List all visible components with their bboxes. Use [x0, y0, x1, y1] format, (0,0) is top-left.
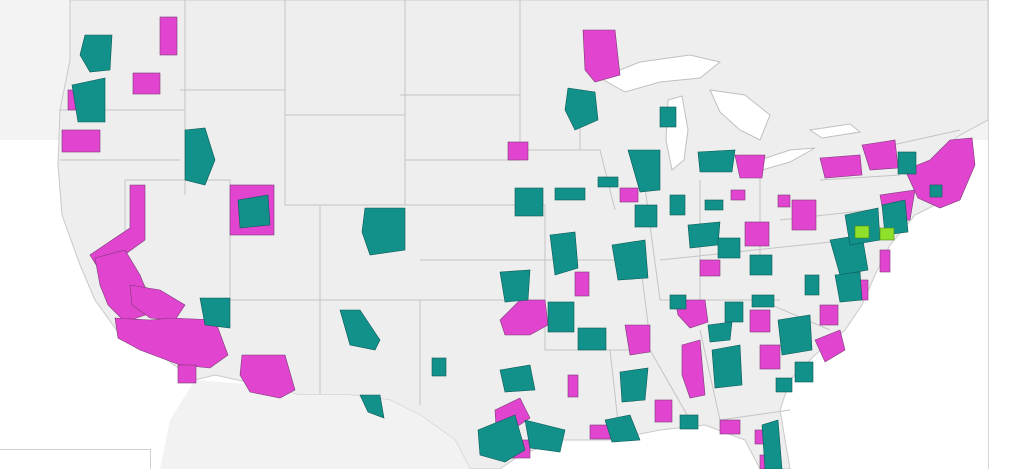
region-c[interactable] — [879, 227, 895, 241]
region-b[interactable] — [499, 269, 531, 303]
region-b[interactable] — [577, 327, 607, 351]
region-b[interactable] — [597, 176, 619, 188]
region-b[interactable] — [679, 414, 699, 430]
region-b[interactable] — [619, 367, 649, 403]
region-a[interactable] — [749, 309, 771, 333]
region-a[interactable] — [574, 271, 590, 297]
lake-huron — [709, 89, 771, 141]
region-b[interactable] — [687, 221, 721, 249]
region-a[interactable] — [567, 374, 579, 398]
region-a[interactable] — [239, 354, 296, 399]
region-b[interactable] — [659, 106, 677, 128]
region-a[interactable] — [819, 154, 863, 179]
region-b[interactable] — [627, 149, 661, 193]
region-b[interactable] — [634, 204, 658, 228]
region-b[interactable] — [71, 77, 106, 123]
region-a[interactable] — [624, 324, 651, 356]
region-a[interactable] — [619, 187, 639, 203]
region-b[interactable] — [184, 127, 216, 186]
region-b[interactable] — [777, 314, 813, 356]
region-b[interactable] — [554, 187, 586, 201]
region-b[interactable] — [549, 231, 579, 276]
region-a[interactable] — [904, 137, 976, 209]
region-a[interactable] — [114, 317, 229, 369]
region-b[interactable] — [524, 419, 566, 453]
region-b[interactable] — [499, 364, 536, 393]
region-b[interactable] — [611, 239, 649, 281]
region-a[interactable] — [730, 189, 746, 201]
region-b[interactable] — [717, 237, 741, 259]
region-b[interactable] — [834, 271, 863, 303]
region-b[interactable] — [431, 357, 447, 377]
region-b[interactable] — [604, 414, 641, 443]
region-b[interactable] — [749, 254, 773, 276]
region-b[interactable] — [669, 194, 686, 216]
region-a[interactable] — [582, 29, 621, 83]
region-group-b — [71, 34, 943, 469]
region-c[interactable] — [854, 225, 870, 239]
legend-box — [0, 449, 151, 469]
region-b[interactable] — [761, 419, 783, 469]
map-edge-background — [989, 0, 1024, 469]
region-b[interactable] — [929, 184, 943, 198]
mexico-land — [160, 380, 470, 469]
region-b[interactable] — [724, 301, 744, 323]
region-b[interactable] — [199, 297, 231, 329]
region-b[interactable] — [711, 344, 743, 389]
region-a[interactable] — [61, 129, 101, 153]
region-b[interactable] — [707, 321, 733, 343]
lake-ontario — [808, 123, 862, 139]
region-b[interactable] — [897, 151, 917, 175]
region-b[interactable] — [704, 199, 724, 211]
region-a[interactable] — [699, 259, 721, 277]
region-a[interactable] — [777, 194, 791, 208]
map-edge-divider — [988, 0, 989, 469]
region-b[interactable] — [339, 309, 381, 351]
region-b[interactable] — [237, 194, 271, 229]
region-b[interactable] — [775, 377, 793, 393]
region-b[interactable] — [79, 34, 113, 73]
region-a[interactable] — [759, 344, 781, 370]
region-b[interactable] — [669, 294, 687, 310]
region-a[interactable] — [681, 339, 706, 399]
region-b[interactable] — [477, 414, 526, 463]
region-a[interactable] — [814, 329, 846, 363]
region-a[interactable] — [719, 419, 741, 435]
region-b[interactable] — [514, 187, 544, 217]
region-b[interactable] — [794, 361, 814, 383]
region-b[interactable] — [564, 87, 599, 131]
region-a[interactable] — [654, 399, 673, 423]
region-a[interactable] — [177, 364, 197, 384]
region-b[interactable] — [751, 294, 775, 308]
region-b[interactable] — [359, 394, 385, 419]
region-b[interactable] — [804, 274, 820, 296]
region-a[interactable] — [159, 16, 178, 56]
region-b[interactable] — [881, 199, 909, 236]
region-b[interactable] — [547, 301, 575, 333]
region-b[interactable] — [697, 149, 736, 173]
region-b[interactable] — [361, 207, 406, 256]
region-a[interactable] — [819, 304, 839, 326]
region-group-c — [854, 225, 895, 241]
region-a[interactable] — [734, 154, 766, 179]
lake-superior — [598, 54, 722, 93]
region-a[interactable] — [507, 141, 529, 161]
region-a[interactable] — [791, 199, 817, 231]
region-a[interactable] — [744, 221, 770, 247]
region-a[interactable] — [879, 249, 891, 273]
region-a[interactable] — [132, 72, 161, 95]
